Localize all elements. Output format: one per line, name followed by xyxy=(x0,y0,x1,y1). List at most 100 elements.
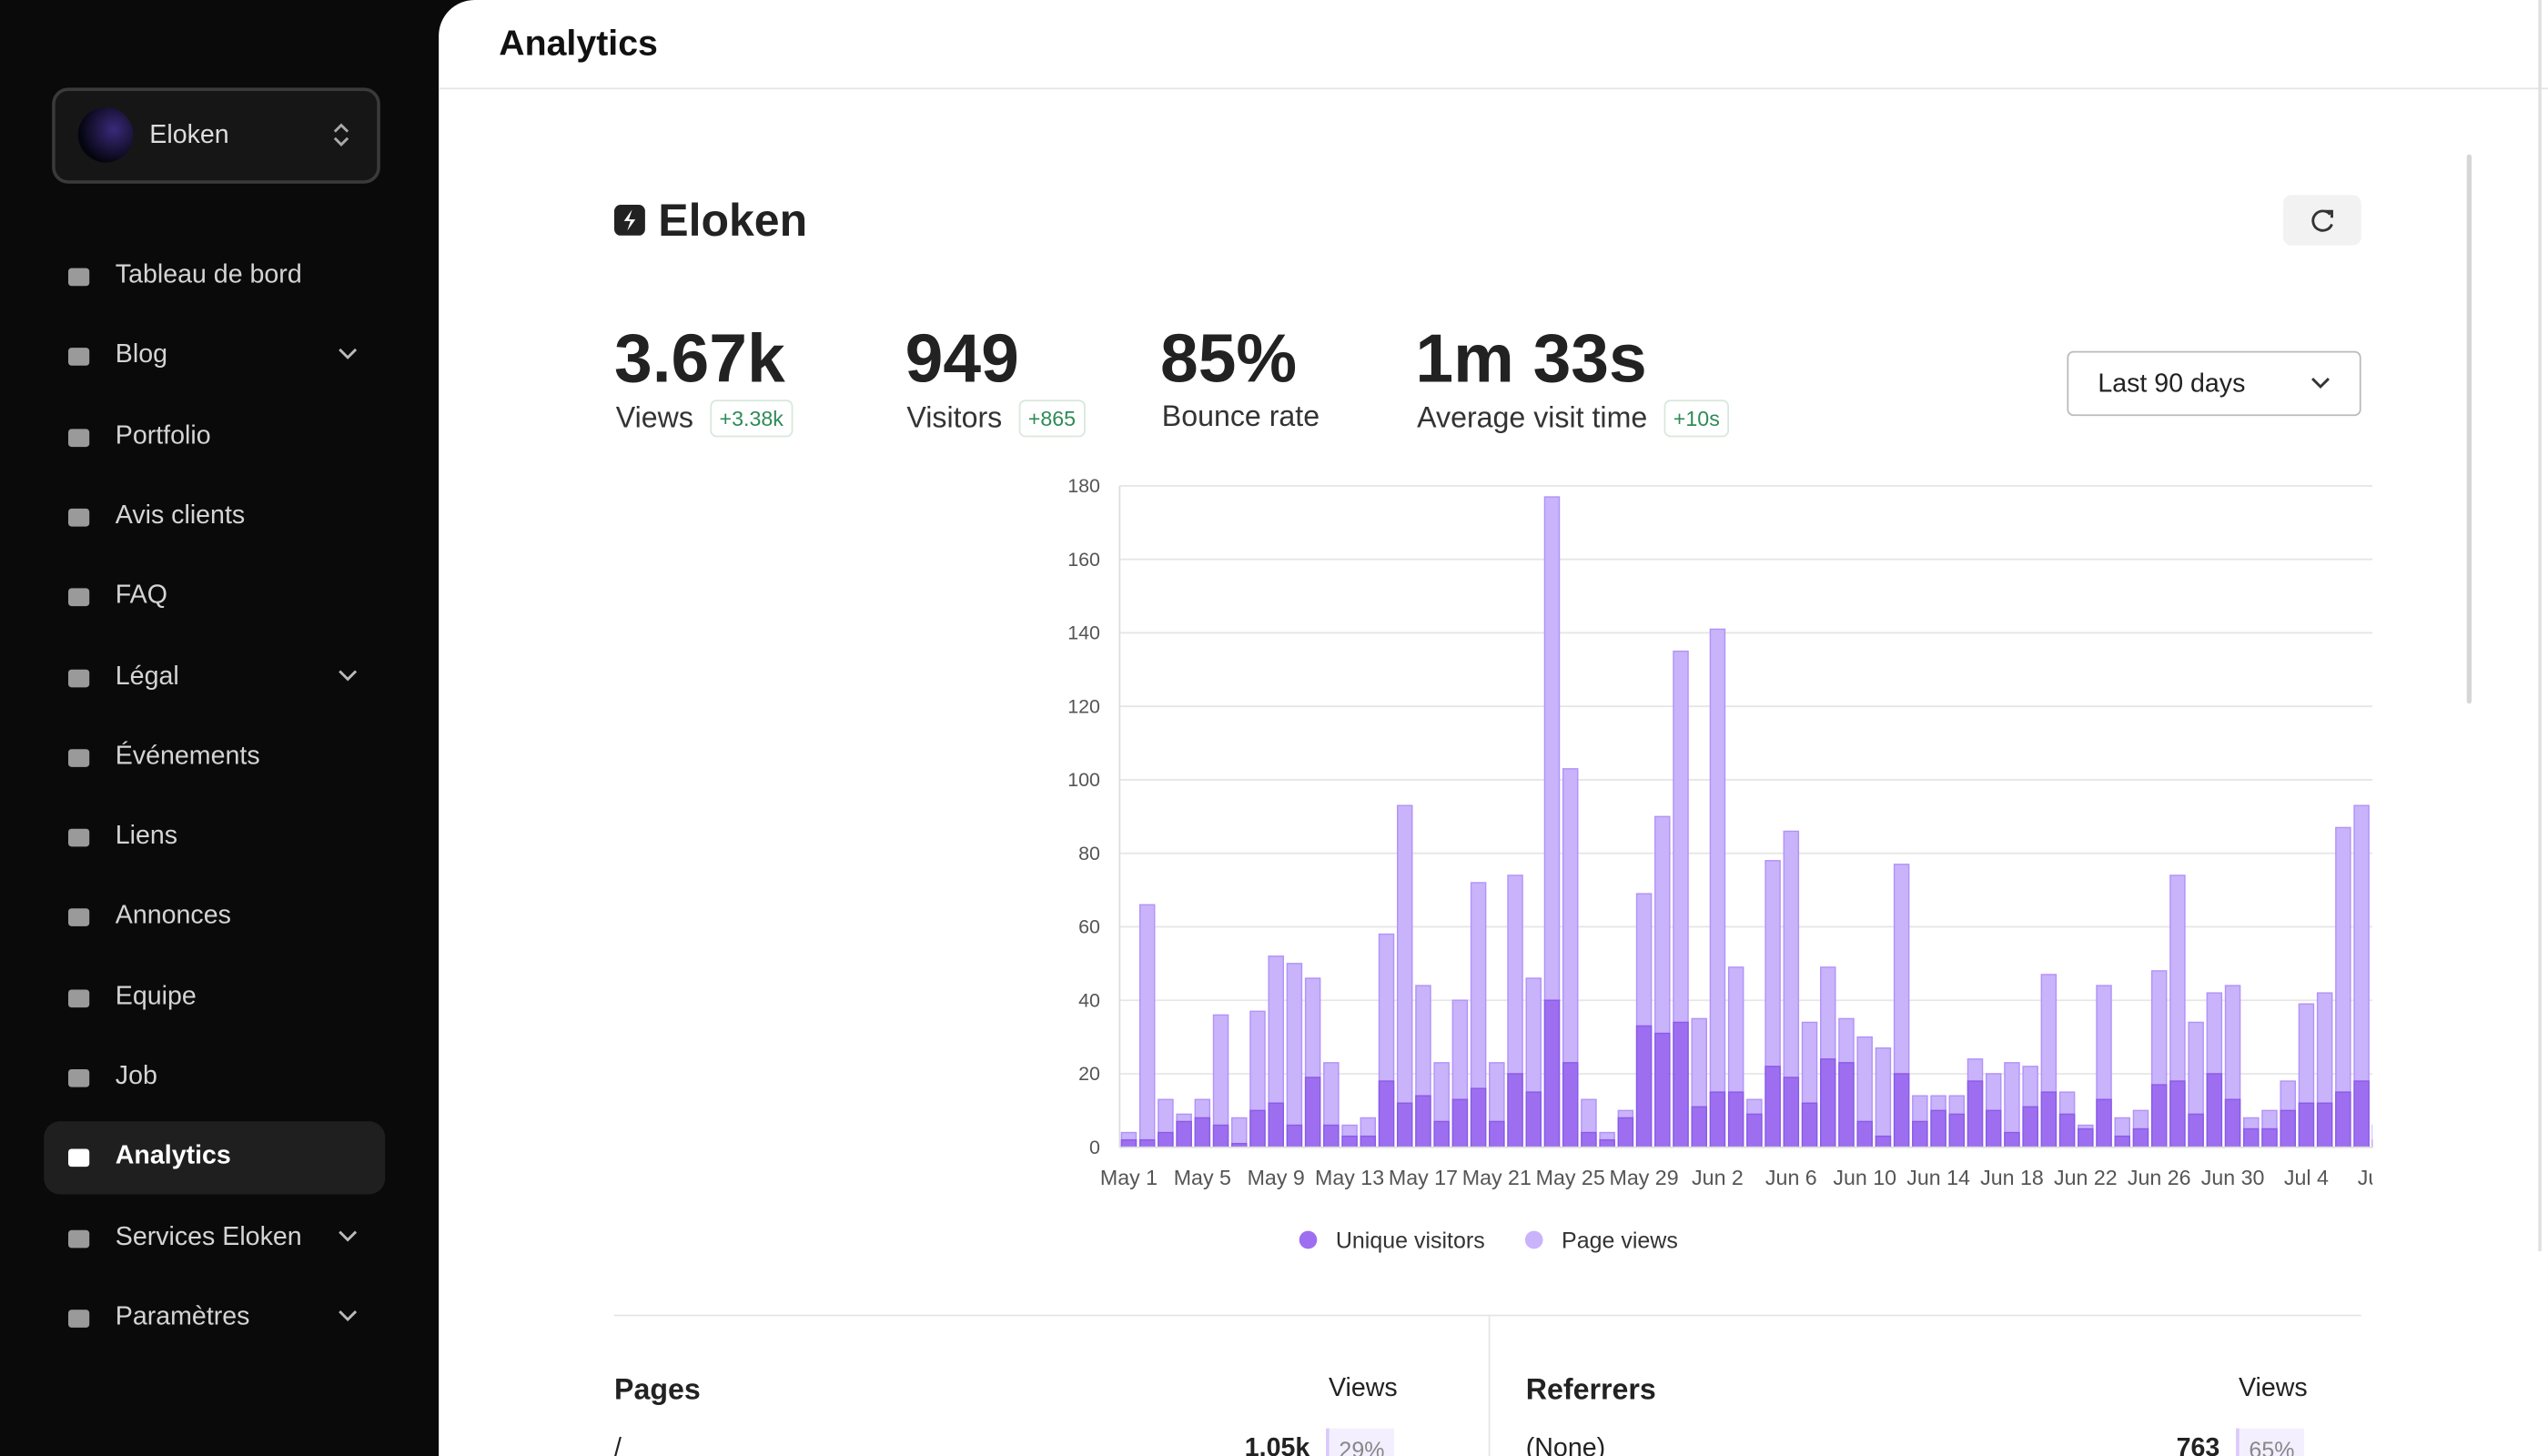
stat-label: Views xyxy=(615,401,693,434)
bar xyxy=(1967,1080,1984,1148)
nav-item[interactable]: Equipe xyxy=(44,962,385,1035)
bar xyxy=(2169,1080,2186,1148)
nav-item[interactable]: Portfolio xyxy=(44,400,385,473)
bar xyxy=(1893,1073,1910,1148)
nav-label: Liens xyxy=(115,822,178,851)
legend-label: Unique visitors xyxy=(1336,1228,1485,1253)
chevron-path xyxy=(339,349,358,360)
bar xyxy=(2022,1106,2038,1148)
range-label: Last 90 days xyxy=(2098,370,2246,399)
stat-delta: +10s xyxy=(1663,399,1730,438)
nav-item[interactable]: Tableau de bord xyxy=(44,240,385,313)
x-tick-label: Jun 10 xyxy=(1833,1166,1896,1189)
bar xyxy=(1930,1109,1946,1148)
divider xyxy=(1488,1314,1491,1456)
bar xyxy=(2243,1127,2260,1148)
nav-item[interactable]: Liens xyxy=(44,802,385,875)
bar xyxy=(1543,999,1561,1148)
bar xyxy=(1783,1077,1800,1148)
icon-shape xyxy=(67,348,90,367)
icon-shape xyxy=(67,1309,90,1328)
chevron xyxy=(339,669,358,681)
workspace-switcher[interactable]: Eloken xyxy=(52,87,380,184)
nav-label: Tableau de bord xyxy=(115,261,302,289)
divider xyxy=(613,1314,2361,1317)
stat-label: Bounce rate xyxy=(1161,399,1320,432)
stat-label: Visitors xyxy=(906,401,1003,434)
stat-row: Bounce rate xyxy=(1162,399,1320,434)
outer-scrollbar[interactable] xyxy=(2538,0,2542,1251)
bar xyxy=(1415,1095,1431,1148)
bar xyxy=(2188,1113,2204,1148)
bar xyxy=(1194,1117,1211,1148)
nav-item[interactable]: FAQ xyxy=(44,561,385,633)
bar xyxy=(1727,1091,1744,1148)
bar xyxy=(1176,1120,1192,1148)
icon-shape xyxy=(67,908,90,927)
nav-item[interactable]: Analytics xyxy=(44,1121,386,1196)
stat-value: 85% xyxy=(1159,319,1298,397)
nav-icon xyxy=(67,508,90,527)
bar xyxy=(1709,1091,1726,1148)
nav-icon xyxy=(67,1068,90,1087)
bar xyxy=(1323,1124,1340,1148)
bar xyxy=(2316,1102,2333,1148)
stat-label: Average visit time xyxy=(1417,401,1648,434)
chevron xyxy=(339,1309,358,1321)
bar xyxy=(1268,1102,1284,1148)
nav-icon xyxy=(67,1229,90,1248)
refresh-button[interactable] xyxy=(2282,195,2361,246)
chevron xyxy=(339,1229,358,1241)
nav-item[interactable]: Services Eloken xyxy=(44,1202,385,1275)
nav-icon xyxy=(67,588,90,607)
bar xyxy=(2298,1102,2315,1148)
nav-item[interactable]: Légal xyxy=(44,641,385,713)
nav-label: Equipe xyxy=(115,982,197,1011)
x-tick-label: Jun 22 xyxy=(2054,1166,2118,1189)
nav-icon xyxy=(67,348,90,367)
range-select[interactable]: Last 90 days xyxy=(2067,350,2361,417)
bar xyxy=(1286,963,1303,1148)
row-label: / xyxy=(613,1434,622,1456)
x-tick-label: Jul 8 xyxy=(2358,1166,2372,1189)
bar xyxy=(1231,1117,1248,1148)
row-share: 65% xyxy=(2236,1428,2305,1456)
bar xyxy=(1985,1109,2002,1148)
icon-shape xyxy=(67,748,90,767)
row-value: 763 xyxy=(2176,1434,2220,1456)
stat-delta: +865 xyxy=(1018,399,1086,438)
icon-shape xyxy=(67,1068,90,1087)
bar xyxy=(1138,904,1156,1148)
x-tick-label: May 9 xyxy=(1248,1166,1305,1189)
bar xyxy=(2096,1098,2112,1148)
bar xyxy=(1507,1073,1523,1148)
bar xyxy=(2040,1091,2058,1148)
bar xyxy=(1617,1117,1634,1148)
scrollbar[interactable] xyxy=(2466,154,2472,704)
nav-item[interactable]: Événements xyxy=(44,721,385,794)
bar xyxy=(1709,628,1726,1148)
nav-item[interactable]: Blog xyxy=(44,320,385,393)
bar xyxy=(1304,1077,1321,1148)
bar xyxy=(1581,1131,1597,1148)
nav-item[interactable]: Job xyxy=(44,1042,385,1115)
bar xyxy=(2078,1127,2094,1148)
bar xyxy=(1654,1032,1671,1148)
nav-icon xyxy=(67,428,90,447)
chevron xyxy=(339,349,358,360)
y-tick-label: 60 xyxy=(1078,916,1100,938)
header: Analytics xyxy=(439,0,2548,90)
chevron-path xyxy=(339,1229,358,1241)
nav-item[interactable]: Annonces xyxy=(44,882,385,955)
y-tick-label: 100 xyxy=(1067,769,1100,791)
y-tick-label: 0 xyxy=(1089,1137,1100,1158)
nav-label: Légal xyxy=(115,662,179,691)
bar xyxy=(1120,1138,1138,1148)
nav-icon xyxy=(67,668,90,687)
nav-label: Avis clients xyxy=(115,501,246,530)
x-tick-label: Jun 6 xyxy=(1765,1166,1817,1189)
icon-shape xyxy=(67,428,90,447)
nav-item[interactable]: Paramètres xyxy=(44,1282,385,1355)
bar xyxy=(2058,1113,2076,1148)
nav-item[interactable]: Avis clients xyxy=(44,480,385,553)
